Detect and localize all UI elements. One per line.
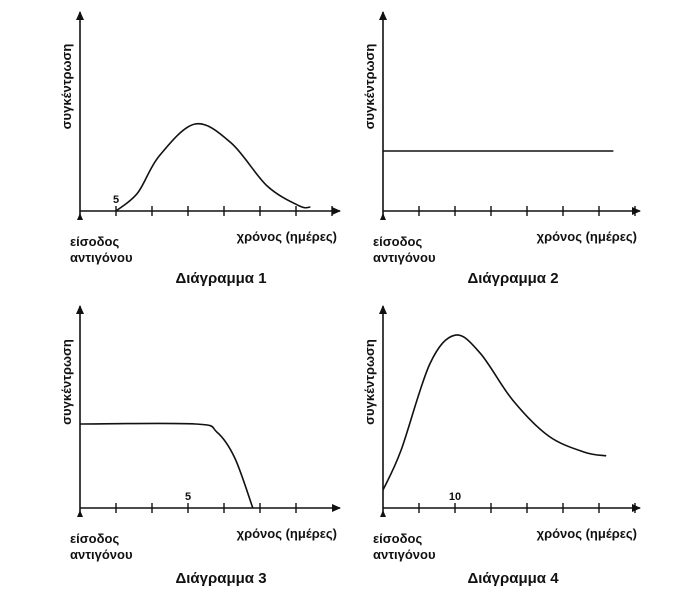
chart-4-origin-label-1: είσοδος [373,531,422,546]
chart-3-y-axis-label: συγκέντρωση [59,339,74,425]
chart-4-x-axis-label: χρόνος (ημέρες) [537,526,637,541]
chart-3-origin-label-2: αντιγόνου [70,547,133,562]
chart-2-y-axis-label: συγκέντρωση [362,44,377,130]
chart-4-x-axis-arrow [632,504,641,512]
chart-2-y-axis-arrow [379,11,387,20]
chart-3-entry-marker [77,510,83,517]
chart-4-y-axis-label: συγκέντρωση [362,339,377,425]
chart-1-entry-marker [77,213,83,220]
chart-2-entry-marker [380,213,386,220]
chart-4-x-tick-label: 10 [449,491,461,503]
chart-3-caption: Διάγραμμα 3 [175,570,266,587]
chart-4-series-line [382,334,607,491]
chart-2-caption: Διάγραμμα 2 [467,270,558,287]
chart-1-y-axis-label: συγκέντρωση [59,44,74,130]
chart-3-series-line [79,422,254,509]
chart-4-y-axis-arrow [379,305,387,314]
chart-4-entry-marker [380,510,386,517]
chart-1-origin-label-2: αντιγόνου [70,250,133,265]
chart-1-caption: Διάγραμμα 1 [175,270,266,287]
chart-3-origin-label-1: είσοδος [70,531,119,546]
chart-2-x-axis-label: χρόνος (ημέρες) [537,229,637,244]
chart-3-x-axis-arrow [332,504,341,512]
chart-1-series-line [115,122,311,212]
chart-2-x-axis-arrow [632,207,641,215]
chart-4-origin-label-2: αντιγόνου [373,547,436,562]
chart-1-x-axis-arrow [332,207,341,215]
chart-1-x-tick-label: 5 [113,194,119,206]
chart-2-origin-label-2: αντιγόνου [373,250,436,265]
chart-1-y-axis-arrow [76,11,84,20]
chart-1-x-axis-label: χρόνος (ημέρες) [237,229,337,244]
chart-3-y-axis-arrow [76,305,84,314]
chart-3-x-axis-label: χρόνος (ημέρες) [237,526,337,541]
chart-3-x-tick-label: 5 [185,491,191,503]
chart-4-caption: Διάγραμμα 4 [467,570,559,587]
chart-2-origin-label-1: είσοδος [373,234,422,249]
chart-1-origin-label-1: είσοδος [70,234,119,249]
